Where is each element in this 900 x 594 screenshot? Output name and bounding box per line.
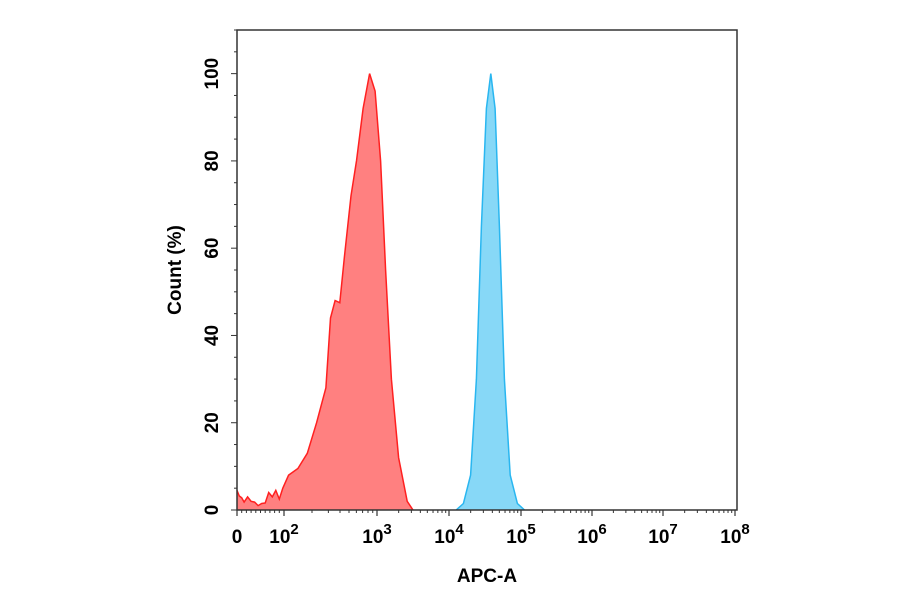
y-tick-label: 20: [202, 412, 223, 433]
x-tick-label: 104: [434, 521, 464, 548]
x-tick-label: 105: [506, 521, 535, 548]
y-axis: 0 20 40 60 80 100: [202, 29, 237, 516]
y-axis-title: Count (%): [165, 225, 186, 315]
x-tick-label: 102: [269, 521, 298, 548]
y-tick-label: 60: [202, 238, 223, 259]
y-tick-label: 40: [202, 325, 223, 346]
x-tick-label: 103: [362, 521, 391, 548]
histogram-series: [236, 73, 526, 511]
blue-histogram-outline: [455, 73, 526, 511]
x-axis: 0 102 103 104 105 106 107 108: [232, 510, 750, 548]
red-histogram-area: [237, 73, 413, 510]
x-tick-label: 0: [232, 527, 243, 548]
red-histogram-outline: [236, 73, 414, 511]
blue-histogram-area: [456, 73, 525, 510]
x-tick-label: 108: [720, 521, 749, 548]
y-tick-label: 0: [202, 505, 223, 516]
x-tick-label: 107: [648, 521, 677, 548]
x-tick-label: 106: [577, 521, 606, 548]
x-axis-title: APC-A: [457, 566, 517, 587]
y-tick-label: 100: [202, 58, 223, 90]
y-tick-label: 80: [202, 150, 223, 171]
